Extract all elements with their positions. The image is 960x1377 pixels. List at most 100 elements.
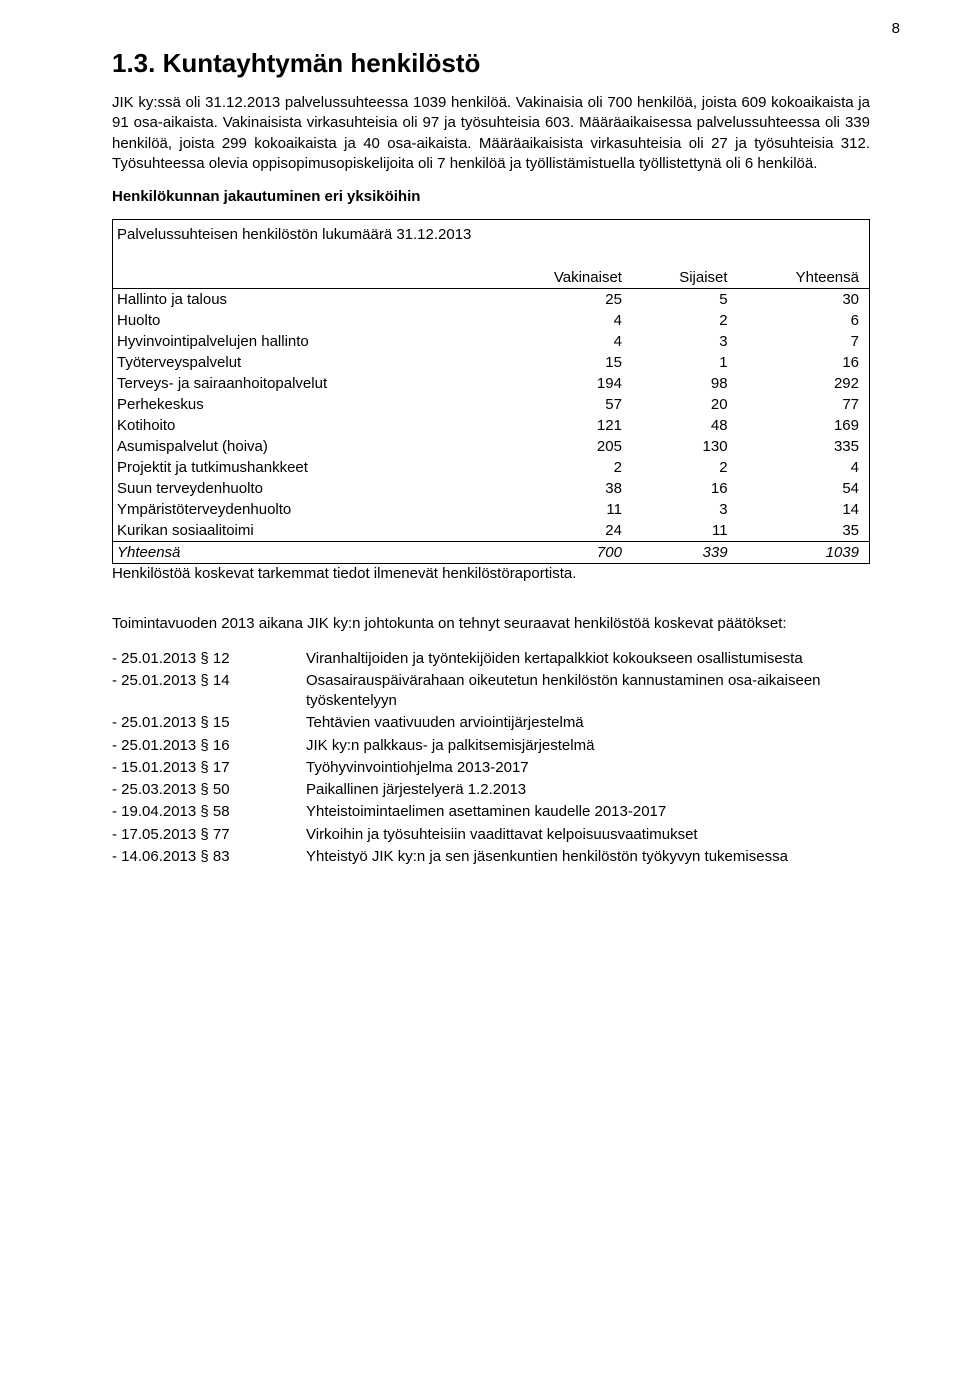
- staff-table: Vakinaiset Sijaiset Yhteensä Hallinto ja…: [112, 267, 870, 564]
- row-label: Projektit ja tutkimushankkeet: [113, 457, 493, 478]
- row-yhteensa: 4: [738, 457, 870, 478]
- decision-text: Yhteistyö JIK ky:n ja sen jäsenkuntien h…: [306, 847, 870, 869]
- row-sijaiset: 20: [632, 394, 738, 415]
- col-sijaiset: Sijaiset: [632, 267, 738, 289]
- table-row: Kotihoito12148169: [113, 415, 870, 436]
- decision-row: - 25.01.2013 § 16JIK ky:n palkkaus- ja p…: [112, 736, 870, 758]
- decision-text: JIK ky:n palkkaus- ja palkitsemisjärjest…: [306, 736, 870, 758]
- table-row: Perhekeskus572077: [113, 394, 870, 415]
- decision-date: - 25.03.2013 § 50: [112, 780, 306, 802]
- row-sijaiset: 1: [632, 352, 738, 373]
- row-sijaiset: 48: [632, 415, 738, 436]
- decision-row: - 17.05.2013 § 77Virkoihin ja työsuhteis…: [112, 825, 870, 847]
- table-row: Suun terveydenhuolto381654: [113, 478, 870, 499]
- row-vakinaiset: 38: [493, 478, 632, 499]
- row-yhteensa: 169: [738, 415, 870, 436]
- row-label: Kotihoito: [113, 415, 493, 436]
- row-vakinaiset: 11: [493, 499, 632, 520]
- row-sijaiset: 5: [632, 289, 738, 311]
- subheading: Henkilökunnan jakautuminen eri yksiköihi…: [112, 188, 870, 205]
- table-row: Hyvinvointipalvelujen hallinto437: [113, 331, 870, 352]
- decisions-list: - 25.01.2013 § 12Viranhaltijoiden ja työ…: [112, 649, 870, 870]
- row-vakinaiset: 24: [493, 520, 632, 542]
- col-vakinaiset: Vakinaiset: [493, 267, 632, 289]
- row-vakinaiset: 57: [493, 394, 632, 415]
- row-label: Kurikan sosiaalitoimi: [113, 520, 493, 542]
- row-sijaiset: 3: [632, 331, 738, 352]
- row-yhteensa: 16: [738, 352, 870, 373]
- table-row: Projektit ja tutkimushankkeet224: [113, 457, 870, 478]
- decision-date: - 17.05.2013 § 77: [112, 825, 306, 847]
- table-row: Kurikan sosiaalitoimi241135: [113, 520, 870, 542]
- decision-date: - 25.01.2013 § 14: [112, 671, 306, 714]
- decision-row: - 15.01.2013 § 17Työhyvinvointiohjelma 2…: [112, 758, 870, 780]
- total-label: Yhteensä: [113, 542, 493, 564]
- row-label: Perhekeskus: [113, 394, 493, 415]
- row-sijaiset: 130: [632, 436, 738, 457]
- table-row: Asumispalvelut (hoiva)205130335: [113, 436, 870, 457]
- decision-text: Virkoihin ja työsuhteisiin vaadittavat k…: [306, 825, 870, 847]
- row-sijaiset: 16: [632, 478, 738, 499]
- total-vakinaiset: 700: [493, 542, 632, 564]
- row-yhteensa: 54: [738, 478, 870, 499]
- intro-paragraph: JIK ky:ssä oli 31.12.2013 palvelussuhtee…: [112, 93, 870, 174]
- row-sijaiset: 98: [632, 373, 738, 394]
- row-vakinaiset: 4: [493, 331, 632, 352]
- row-yhteensa: 35: [738, 520, 870, 542]
- page-number: 8: [892, 20, 900, 37]
- decision-text: Tehtävien vaativuuden arviointijärjestel…: [306, 713, 870, 735]
- decision-row: - 25.01.2013 § 12Viranhaltijoiden ja työ…: [112, 649, 870, 671]
- total-yhteensa: 1039: [738, 542, 870, 564]
- decision-date: - 25.01.2013 § 16: [112, 736, 306, 758]
- table-header-row: Vakinaiset Sijaiset Yhteensä: [113, 267, 870, 289]
- col-yhteensa: Yhteensä: [738, 267, 870, 289]
- row-vakinaiset: 121: [493, 415, 632, 436]
- row-yhteensa: 292: [738, 373, 870, 394]
- row-yhteensa: 14: [738, 499, 870, 520]
- decision-text: Osasairauspäivärahaan oikeutetun henkilö…: [306, 671, 870, 714]
- row-yhteensa: 335: [738, 436, 870, 457]
- table-row: Työterveyspalvelut15116: [113, 352, 870, 373]
- table-spacer: [112, 249, 870, 267]
- table-caption: Palvelussuhteisen henkilöstön lukumäärä …: [112, 219, 870, 249]
- decision-date: - 25.01.2013 § 12: [112, 649, 306, 671]
- decision-row: - 25.03.2013 § 50Paikallinen järjestelye…: [112, 780, 870, 802]
- row-label: Työterveyspalvelut: [113, 352, 493, 373]
- row-vakinaiset: 4: [493, 310, 632, 331]
- row-label: Asumispalvelut (hoiva): [113, 436, 493, 457]
- row-vakinaiset: 205: [493, 436, 632, 457]
- table-row: Ympäristöterveydenhuolto11314: [113, 499, 870, 520]
- table-row: Huolto426: [113, 310, 870, 331]
- decision-text: Työhyvinvointiohjelma 2013-2017: [306, 758, 870, 780]
- decision-row: - 19.04.2013 § 58Yhteistoimintaelimen as…: [112, 802, 870, 824]
- col-blank: [113, 267, 493, 289]
- decision-text: Viranhaltijoiden ja työntekijöiden kerta…: [306, 649, 870, 671]
- decision-date: - 19.04.2013 § 58: [112, 802, 306, 824]
- table-row: Terveys- ja sairaanhoitopalvelut19498292: [113, 373, 870, 394]
- row-sijaiset: 3: [632, 499, 738, 520]
- table-row: Hallinto ja talous25530: [113, 289, 870, 311]
- decision-date: - 15.01.2013 § 17: [112, 758, 306, 780]
- row-vakinaiset: 2: [493, 457, 632, 478]
- row-vakinaiset: 194: [493, 373, 632, 394]
- row-yhteensa: 77: [738, 394, 870, 415]
- decision-date: - 14.06.2013 § 83: [112, 847, 306, 869]
- section-heading: 1.3. Kuntayhtymän henkilöstö: [112, 48, 870, 79]
- decision-text: Paikallinen järjestelyerä 1.2.2013: [306, 780, 870, 802]
- decision-date: - 25.01.2013 § 15: [112, 713, 306, 735]
- page-container: 8 1.3. Kuntayhtymän henkilöstö JIK ky:ss…: [0, 0, 960, 1377]
- row-label: Huolto: [113, 310, 493, 331]
- row-label: Hallinto ja talous: [113, 289, 493, 311]
- decisions-intro: Toimintavuoden 2013 aikana JIK ky:n joht…: [112, 614, 870, 634]
- row-yhteensa: 30: [738, 289, 870, 311]
- total-sijaiset: 339: [632, 542, 738, 564]
- decision-row: - 25.01.2013 § 14Osasairauspäivärahaan o…: [112, 671, 870, 714]
- row-label: Terveys- ja sairaanhoitopalvelut: [113, 373, 493, 394]
- table-total-row: Yhteensä7003391039: [113, 542, 870, 564]
- decision-text: Yhteistoimintaelimen asettaminen kaudell…: [306, 802, 870, 824]
- row-sijaiset: 2: [632, 457, 738, 478]
- row-label: Suun terveydenhuolto: [113, 478, 493, 499]
- row-vakinaiset: 15: [493, 352, 632, 373]
- row-yhteensa: 7: [738, 331, 870, 352]
- after-table-paragraph: Henkilöstöä koskevat tarkemmat tiedot il…: [112, 564, 870, 584]
